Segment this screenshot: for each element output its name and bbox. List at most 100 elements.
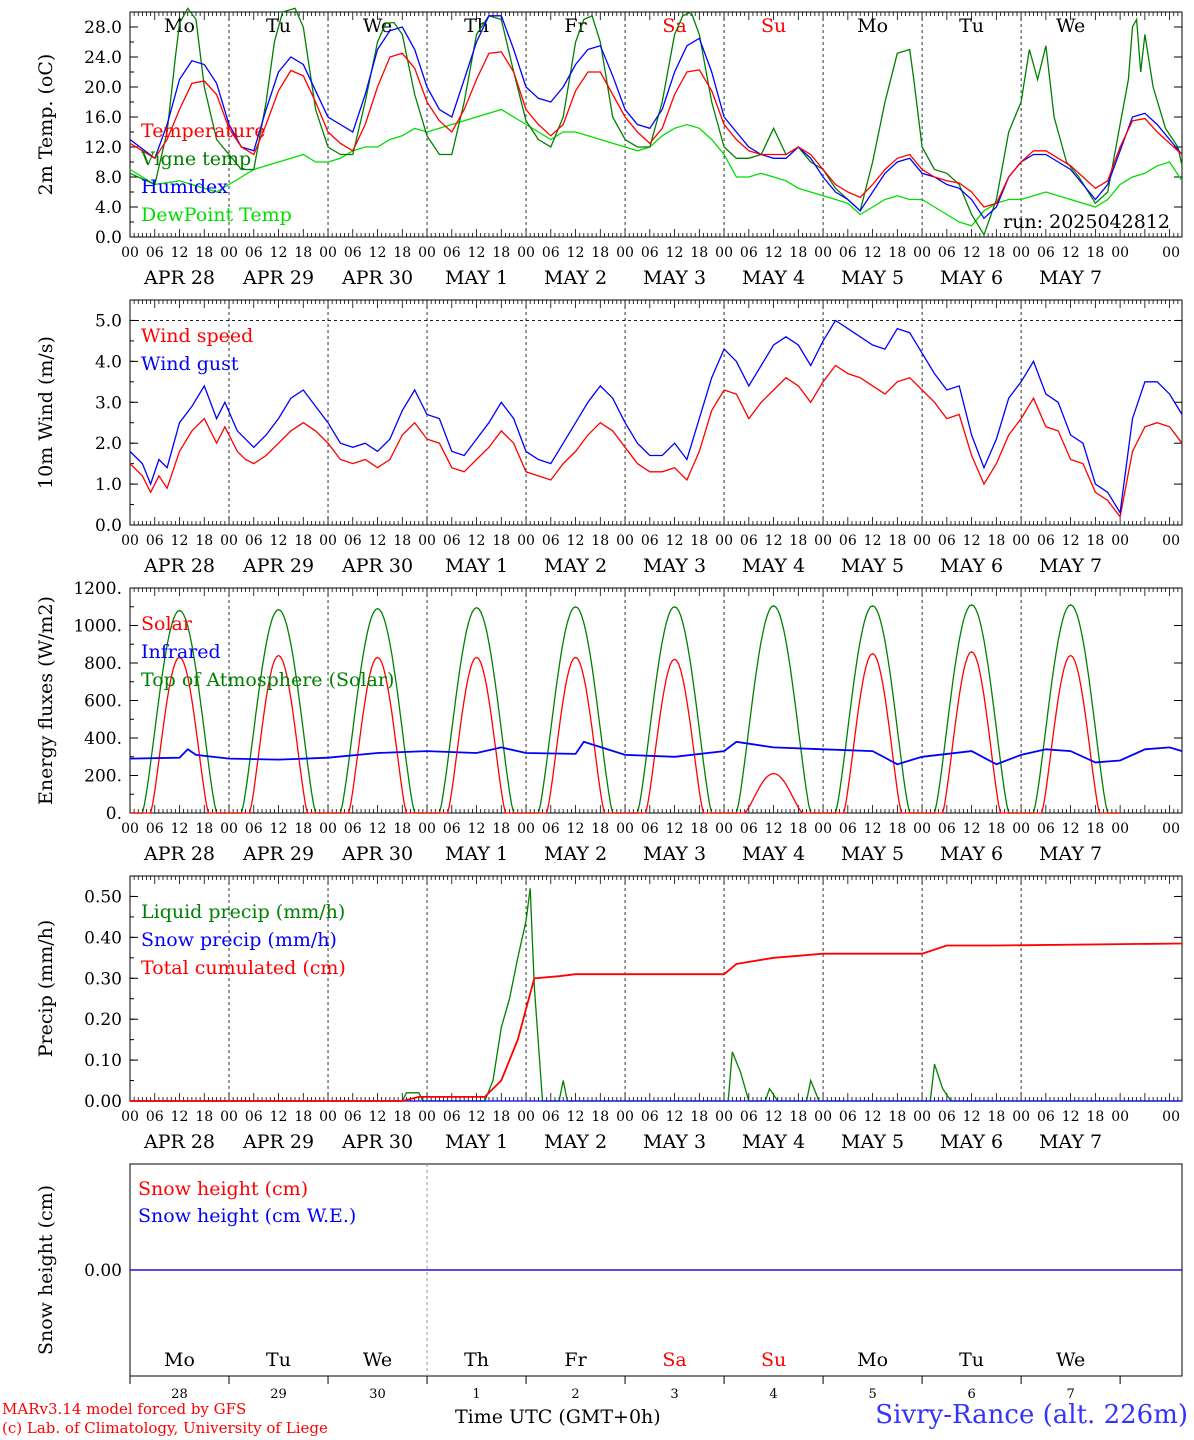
- x-tick-label: 12: [765, 1109, 783, 1125]
- x-tick-label: 12: [468, 1109, 486, 1125]
- x-tick-label: 12: [864, 821, 882, 837]
- legend-entry: Total cumulated (cm): [141, 957, 346, 979]
- x-tick-label: 12: [666, 1109, 684, 1125]
- bottom-day-number: 7: [1066, 1387, 1074, 1400]
- bottom-weekday-label: Fr: [564, 1349, 587, 1371]
- x-tick-label: 18: [195, 245, 213, 261]
- date-label: MAY 6: [940, 555, 1003, 577]
- y-tick-label: 16.0: [84, 108, 122, 128]
- legend-entry: Liquid precip (mm/h): [141, 901, 345, 923]
- x-tick-label: 06: [443, 821, 461, 837]
- x-tick-label: 12: [567, 821, 585, 837]
- x-tick-label: 18: [492, 1109, 510, 1125]
- x-tick-label: 00: [913, 821, 931, 837]
- x-tick-label: 06: [1037, 533, 1055, 549]
- x-tick-label: 12: [864, 533, 882, 549]
- date-label: MAY 6: [940, 267, 1003, 289]
- date-label: APR 29: [242, 267, 314, 289]
- x-tick-label: 06: [740, 245, 758, 261]
- x-tick-label: 18: [1086, 1109, 1104, 1125]
- x-tick-label: 06: [839, 1109, 857, 1125]
- x-tick-label: 12: [765, 821, 783, 837]
- date-label: MAY 4: [742, 843, 805, 865]
- x-tick-label: 00: [814, 245, 832, 261]
- x-tick-label: 18: [789, 1109, 807, 1125]
- x-tick-label: 12: [468, 821, 486, 837]
- x-tick-label: 00: [715, 1109, 733, 1125]
- x-tick-label: 12: [270, 1109, 288, 1125]
- bottom-day-number: 6: [967, 1387, 975, 1400]
- date-label: MAY 2: [544, 267, 607, 289]
- x-tick-label: 00: [220, 1109, 238, 1125]
- date-label: MAY 1: [445, 1131, 508, 1153]
- y-tick-label: 0.30: [84, 969, 122, 989]
- x-tick-label: 00: [418, 1109, 436, 1125]
- x-tick-label: 00: [319, 1109, 337, 1125]
- date-label: MAY 5: [841, 843, 904, 865]
- x-tick-label: 06: [146, 533, 164, 549]
- series-line: [129, 364, 1183, 519]
- bottom-day-number: 30: [369, 1387, 386, 1400]
- run-label: run: 2025042812: [1003, 211, 1170, 233]
- legend-entry: Wind speed: [141, 325, 253, 347]
- x-tick-label: 18: [690, 821, 708, 837]
- x-tick-label: 18: [690, 1109, 708, 1125]
- x-tick-label: 12: [270, 533, 288, 549]
- x-tick-label: 12: [567, 1109, 585, 1125]
- legend-entry: Humidex: [141, 176, 228, 198]
- x-tick-label: 06: [740, 821, 758, 837]
- date-label: MAY 4: [742, 555, 805, 577]
- date-label: MAY 6: [940, 1131, 1003, 1153]
- legend-entry: DewPoint Temp: [141, 204, 292, 226]
- series-line: [129, 108, 1183, 227]
- legend-entry: Infrared: [141, 641, 221, 663]
- x-tick-label: 00: [121, 821, 139, 837]
- legend-entry: Snow precip (mm/h): [141, 929, 337, 951]
- date-label: MAY 7: [1039, 843, 1102, 865]
- x-tick-label: 00: [616, 1109, 634, 1125]
- bottom-weekday-label: We: [1056, 1349, 1085, 1371]
- x-tick-label: 18: [393, 533, 411, 549]
- x-tick-label: 18: [789, 245, 807, 261]
- date-label: APR 28: [143, 1131, 215, 1153]
- date-label: MAY 7: [1039, 267, 1102, 289]
- x-tick-label: 06: [344, 821, 362, 837]
- y-tick-label: 3.0: [95, 393, 122, 413]
- bottom-weekday-label: Tu: [959, 1349, 984, 1371]
- bottom-weekday-label: Mo: [164, 1349, 195, 1371]
- y-tick-label: 800.: [84, 654, 122, 674]
- x-tick-label: 18: [888, 245, 906, 261]
- y-axis-label: Energy fluxes (W/m2): [35, 596, 57, 805]
- x-tick-label: 12: [963, 533, 981, 549]
- x-tick-label: 00: [1111, 533, 1129, 549]
- date-label: MAY 7: [1039, 1131, 1102, 1153]
- series-line-solar: [130, 651, 1121, 814]
- x-tick-label: 18: [987, 533, 1005, 549]
- date-label: MAY 5: [841, 555, 904, 577]
- x-tick-label: 12: [1062, 821, 1080, 837]
- x-tick-label: 00: [1111, 1109, 1129, 1125]
- x-tick-label: 00: [220, 245, 238, 261]
- bottom-day-number: 5: [868, 1387, 876, 1400]
- y-tick-label: 4.0: [95, 352, 122, 372]
- date-label: APR 30: [341, 843, 413, 865]
- x-tick-label: 12: [1062, 533, 1080, 549]
- x-tick-label: 06: [245, 821, 263, 837]
- x-tick-label: 18: [591, 1109, 609, 1125]
- bottom-weekday-label: Tu: [266, 1349, 291, 1371]
- x-tick-label: 18: [294, 821, 312, 837]
- x-tick-label: 12: [369, 821, 387, 837]
- x-tick-label: 12: [171, 1109, 189, 1125]
- x-tick-label: 06: [839, 821, 857, 837]
- date-label: MAY 5: [841, 267, 904, 289]
- legend-entry: Snow height (cm): [138, 1178, 308, 1200]
- date-label: APR 30: [341, 555, 413, 577]
- x-tick-label: 00: [814, 533, 832, 549]
- x-tick-label: 00: [913, 245, 931, 261]
- x-tick-label: 12: [171, 821, 189, 837]
- date-label: MAY 4: [742, 267, 805, 289]
- x-tick-label: 12: [369, 1109, 387, 1125]
- x-tick-label: 12: [270, 821, 288, 837]
- legend-entry: Vigne temp: [140, 148, 251, 170]
- x-tick-label: 00: [1012, 245, 1030, 261]
